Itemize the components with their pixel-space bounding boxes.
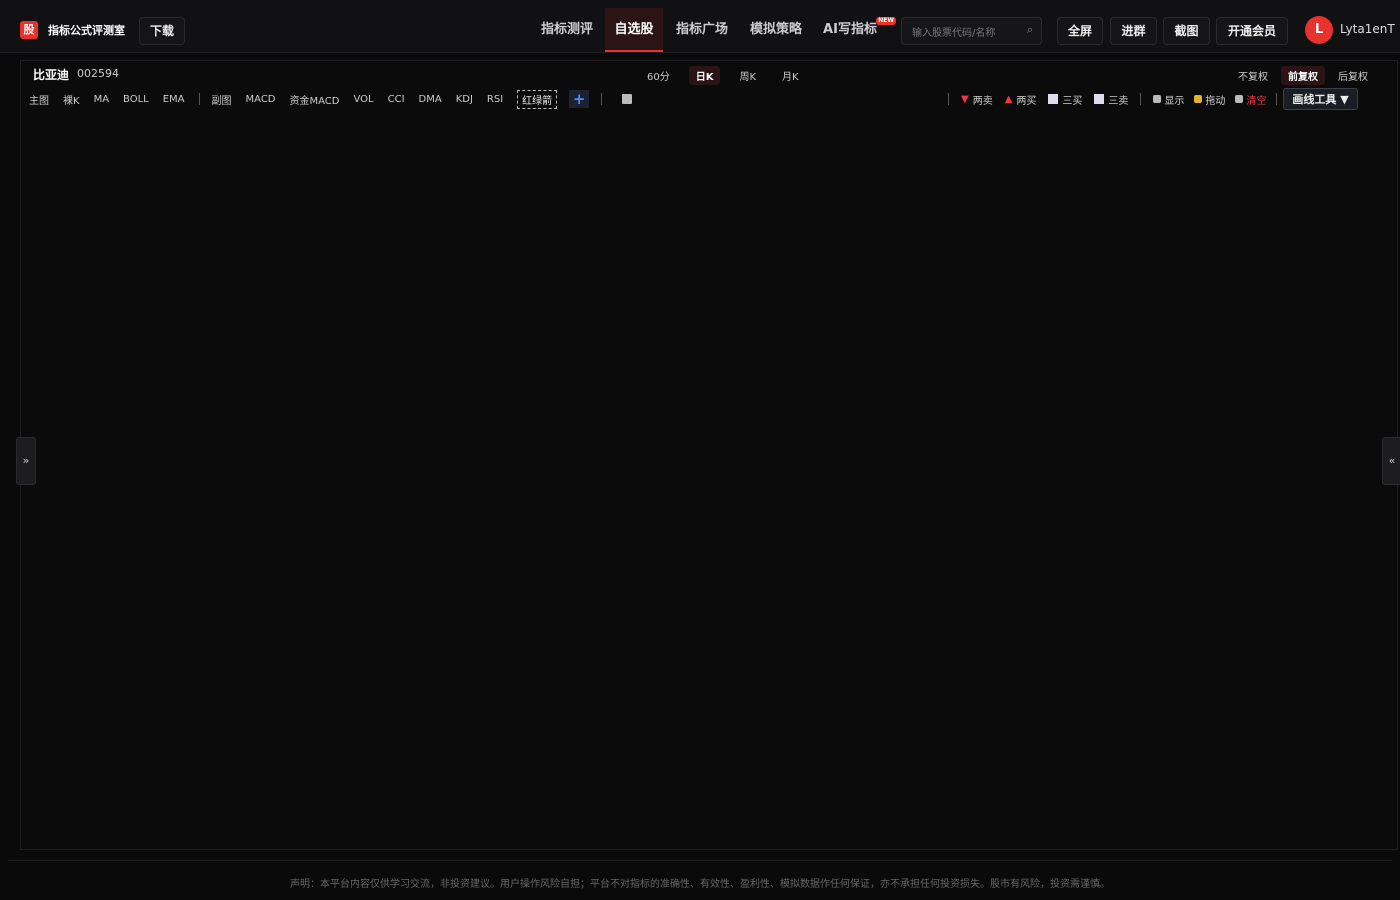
header-button[interactable]: 截图 — [1163, 17, 1210, 45]
header-button[interactable]: 全屏 — [1057, 17, 1103, 45]
main-indicator[interactable]: EMA — [162, 93, 185, 105]
nav-item[interactable]: 模拟策略 — [749, 22, 802, 37]
search-box[interactable]: 输入股票代码/名称 ⌕ — [901, 17, 1042, 45]
main-indicator[interactable]: 裸K — [63, 95, 80, 107]
control-icon — [1153, 95, 1162, 103]
separator — [601, 93, 603, 105]
nav-item[interactable]: 自选股 — [605, 8, 663, 52]
signal-label: 三卖 — [1108, 95, 1129, 107]
nav-item[interactable]: 指标测评 — [540, 22, 593, 37]
chart-panel — [20, 60, 1398, 850]
signal-tool[interactable]: 三卖 — [1094, 92, 1128, 107]
sub-indicator[interactable]: CCI — [387, 93, 405, 105]
header-button[interactable]: 进群 — [1110, 17, 1157, 45]
sub-indicator[interactable]: RSI — [486, 93, 504, 105]
period-option[interactable]: 日K — [688, 66, 721, 85]
search-placeholder: 输入股票代码/名称 — [912, 28, 996, 39]
adjust-option[interactable]: 后复权 — [1338, 72, 1368, 83]
main-indicator[interactable]: MA — [93, 93, 110, 105]
control-label: 拖动 — [1205, 95, 1226, 107]
period-option[interactable]: 周K — [739, 72, 757, 83]
period-option[interactable]: 60分 — [647, 72, 670, 83]
control-tool[interactable]: 清空 — [1235, 92, 1266, 107]
signal-tool[interactable]: ▼ 两卖 — [961, 92, 993, 107]
signal-tool[interactable]: ▲ 两买 — [1005, 92, 1037, 107]
nav-item[interactable]: 指标广场 — [675, 22, 728, 37]
stock-code: 002594 — [77, 67, 119, 80]
new-badge: NEW — [876, 17, 896, 25]
sub-indicator[interactable]: KDJ — [455, 93, 473, 105]
main-indicator[interactable]: BOLL — [123, 93, 149, 105]
separator — [1276, 93, 1278, 105]
add-button[interactable]: + — [569, 90, 590, 108]
separator — [198, 93, 200, 105]
signal-label: 两买 — [1016, 95, 1037, 107]
signal-label: 两卖 — [972, 95, 993, 107]
stock-name: 比亚迪 — [33, 68, 70, 82]
sub-indicator[interactable]: 副图 — [211, 95, 232, 107]
signal-icon — [1048, 94, 1059, 104]
app-name: 指标公式评测室 — [48, 24, 125, 37]
avatar[interactable]: L — [1305, 16, 1333, 44]
control-label: 显示 — [1164, 95, 1185, 107]
period-option[interactable]: 月K — [782, 72, 799, 83]
main-indicator[interactable]: 主图 — [29, 95, 49, 107]
signal-tool[interactable]: 三买 — [1048, 92, 1082, 107]
control-icon — [1194, 95, 1203, 103]
period-selector: 60分 日K 周K 月K — [640, 66, 818, 85]
adjust-selector: 不复权 前复权 后复权 — [1231, 66, 1381, 85]
nav-item[interactable]: AI写指标 NEW — [823, 17, 896, 37]
drawing-toolbar: ▼ 两卖 ▲ 两买 三买 三卖 显示 拖动 清空 画线工具 ▼ — [948, 88, 1358, 110]
sub-indicator[interactable]: MACD — [245, 93, 276, 105]
separator — [948, 93, 949, 105]
signal-icon — [1094, 94, 1105, 104]
right-toggle[interactable]: « — [1382, 437, 1400, 485]
sub-indicator[interactable]: DMA — [418, 93, 442, 105]
indicator-toolbar: 主图 裸K MA BOLL EMA 副图 MACD 资金MACD VOL CCI DMA KDJ RSI… — [29, 89, 633, 109]
sub-indicator[interactable]: VOL — [353, 93, 374, 105]
signal-label: 三买 — [1062, 95, 1083, 107]
separator — [1140, 93, 1142, 105]
top-bar: 股 指标公式评测室 下载 指标测评 自选股 指标广场 模拟策略 AI写指标 NEW 输入股… — [0, 0, 1400, 53]
username[interactable]: Lyta1enT — [1340, 22, 1395, 36]
drawing-tools-button[interactable]: 画线工具 ▼ — [1283, 88, 1358, 110]
control-tool[interactable]: 显示 — [1153, 92, 1184, 107]
search-icon[interactable]: ⌕ — [1026, 23, 1033, 36]
logo: 股 — [20, 21, 38, 39]
control-icon — [1235, 95, 1244, 103]
footer-divider — [8, 860, 1392, 861]
adjust-option[interactable]: 不复权 — [1238, 72, 1268, 83]
adjust-option[interactable]: 前复权 — [1281, 66, 1325, 85]
save-icon[interactable] — [622, 94, 633, 104]
sub-indicator[interactable]: 资金MACD — [289, 95, 340, 107]
header-button[interactable]: 开通会员 — [1216, 17, 1288, 45]
signal-icon: ▼ — [961, 93, 969, 105]
selected-indicator[interactable]: 红绿箭 — [517, 89, 558, 109]
download-button[interactable]: 下载 — [139, 17, 185, 45]
control-tool[interactable]: 拖动 — [1194, 92, 1225, 107]
control-label: 清空 — [1246, 95, 1267, 107]
disclaimer: 声明：本平台内容仅供学习交流，非投资建议。用户操作风险自担；平台不对指标的准确性… — [290, 879, 1110, 890]
signal-icon: ▲ — [1004, 93, 1013, 105]
left-toggle[interactable]: » — [16, 437, 36, 485]
